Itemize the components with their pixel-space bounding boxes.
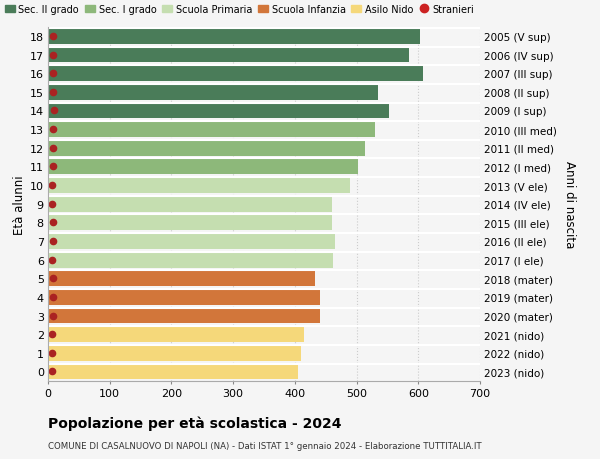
Bar xyxy=(48,85,378,101)
Bar xyxy=(48,215,332,231)
Bar xyxy=(48,122,375,138)
Bar xyxy=(48,29,420,45)
Bar xyxy=(48,289,320,305)
Bar xyxy=(48,178,350,194)
Bar xyxy=(48,252,333,268)
Y-axis label: Età alunni: Età alunni xyxy=(13,174,26,234)
Bar xyxy=(48,66,423,82)
Bar xyxy=(48,234,335,249)
Text: Popolazione per età scolastica - 2024: Popolazione per età scolastica - 2024 xyxy=(48,415,341,430)
Bar xyxy=(48,308,320,324)
Bar xyxy=(48,345,301,361)
Bar xyxy=(48,103,389,119)
Text: COMUNE DI CASALNUOVO DI NAPOLI (NA) - Dati ISTAT 1° gennaio 2024 - Elaborazione : COMUNE DI CASALNUOVO DI NAPOLI (NA) - Da… xyxy=(48,441,482,450)
Bar xyxy=(48,159,358,175)
Bar xyxy=(48,196,332,212)
Bar xyxy=(48,140,365,157)
Bar xyxy=(48,271,314,286)
Legend: Sec. II grado, Sec. I grado, Scuola Primaria, Scuola Infanzia, Asilo Nido, Stran: Sec. II grado, Sec. I grado, Scuola Prim… xyxy=(5,5,475,15)
Bar xyxy=(48,326,304,342)
Bar xyxy=(48,364,298,380)
Y-axis label: Anni di nascita: Anni di nascita xyxy=(563,161,575,248)
Bar xyxy=(48,48,409,63)
